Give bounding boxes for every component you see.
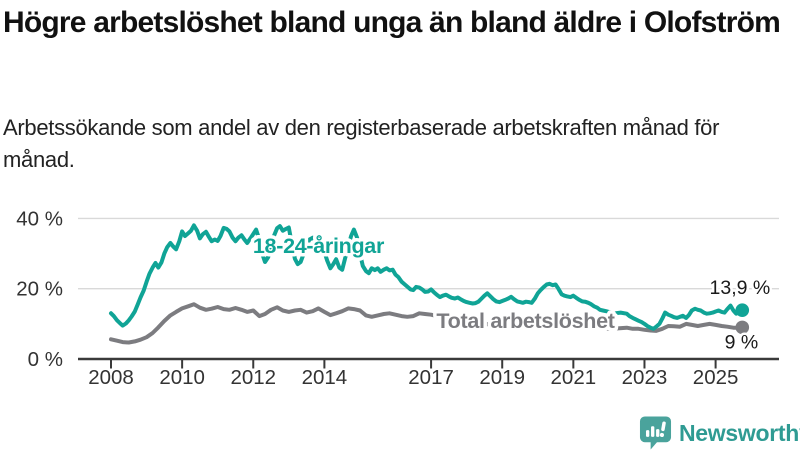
series-end-dot-total-arbetsl-shet bbox=[735, 320, 750, 335]
x-tick-label-2021: 2021 bbox=[551, 366, 597, 389]
series-label-total-arbetsl-shet: Total arbetslöshet bbox=[436, 309, 614, 333]
series-label-18-24-ringar: 18-24-åringar bbox=[253, 234, 385, 258]
x-tick-label-2010: 2010 bbox=[159, 366, 205, 389]
x-tick-label-2019: 2019 bbox=[479, 366, 525, 389]
x-tick-label-2008: 2008 bbox=[88, 366, 134, 389]
x-tick-label-2012: 2012 bbox=[230, 366, 276, 389]
newsworthy-bubble-chart-icon bbox=[639, 416, 672, 450]
y-tick-label-20: 20 % bbox=[16, 278, 63, 301]
y-tick-label-40: 40 % bbox=[16, 207, 63, 230]
newsworthy-wordmark: Newsworthy bbox=[679, 419, 800, 446]
page-subtitle: Arbetssökande som andel av den registerb… bbox=[3, 115, 720, 172]
series-end-value-18-24-ringar: 13,9 % bbox=[710, 277, 771, 299]
x-tick-label-2023: 2023 bbox=[622, 366, 668, 389]
y-tick-label-0: 0 % bbox=[28, 348, 63, 371]
x-tick-label-2014: 2014 bbox=[302, 366, 348, 389]
series-line-18-24-ringar bbox=[109, 223, 745, 331]
series-end-dot-18-24-ringar bbox=[735, 303, 750, 317]
x-tick-label-2017: 2017 bbox=[408, 366, 454, 389]
series-end-value-total-arbetsl-shet: 9 % bbox=[725, 331, 759, 353]
page-title: Högre arbetslöshet bland unga än bland ä… bbox=[3, 6, 781, 39]
series-line-total-arbetsl-shet bbox=[109, 302, 745, 345]
x-tick-label-2025: 2025 bbox=[693, 366, 739, 389]
newsworthy-logo: Newsworthy bbox=[639, 416, 800, 450]
